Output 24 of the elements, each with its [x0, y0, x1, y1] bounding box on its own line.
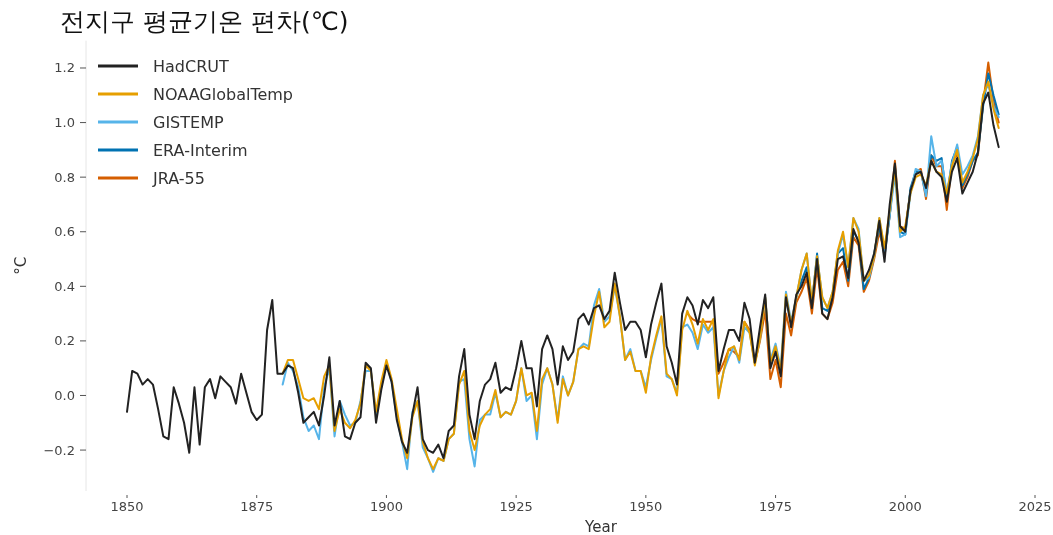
- legend-label: ERA-Interim: [153, 140, 248, 160]
- x-tick-label: 1975: [759, 499, 793, 514]
- legend-label: JRA-55: [152, 168, 205, 188]
- x-tick-label: 1850: [110, 499, 144, 514]
- legend-label: GISTEMP: [153, 112, 224, 132]
- x-tick-label: 2000: [888, 499, 922, 514]
- y-tick-label: 0.4: [54, 278, 75, 294]
- y-tick-label: 0.8: [54, 169, 75, 185]
- x-tick-label: 2025: [1018, 499, 1052, 514]
- y-tick-label: −0.2: [43, 442, 75, 458]
- x-tick-label: 1950: [629, 499, 663, 514]
- x-tick-label: 1925: [499, 499, 533, 514]
- chart-title: 전지구 평균기온 편차(℃): [60, 7, 349, 36]
- legend-label: HadCRUT: [153, 56, 229, 76]
- y-axis-title: °C: [12, 256, 30, 275]
- y-tick-label: 0.6: [54, 224, 75, 240]
- y-tick-label: 1.2: [54, 60, 75, 76]
- x-tick-label: 1900: [369, 499, 403, 514]
- x-tick-label: 1875: [240, 499, 274, 514]
- y-tick-label: 1.0: [54, 115, 75, 131]
- legend-label: NOAAGlobalTemp: [153, 84, 294, 104]
- y-tick-label: 0.0: [54, 387, 75, 403]
- y-tick-label: 0.2: [54, 333, 75, 349]
- x-axis-title: Year: [584, 518, 618, 535]
